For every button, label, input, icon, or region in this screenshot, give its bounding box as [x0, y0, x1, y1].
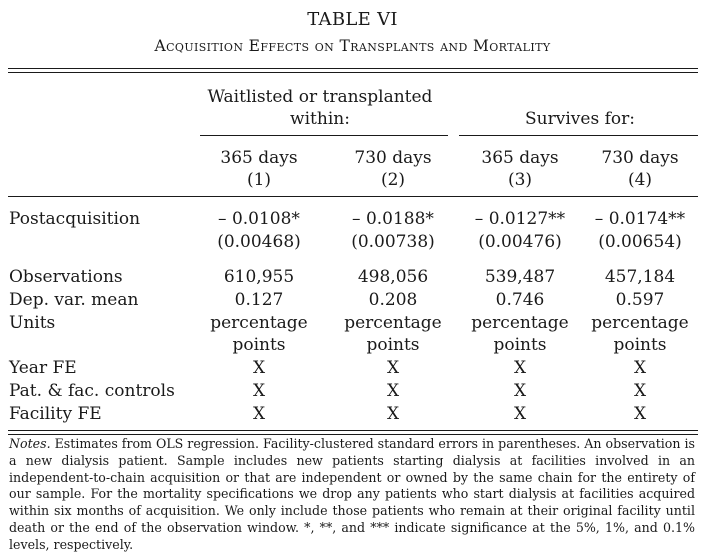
- controls-col-4: X: [633, 381, 647, 401]
- coef-col-2: – 0.0188*: [352, 209, 434, 229]
- group-rule-waitlisted: [200, 135, 448, 136]
- row-label-facility-fe: Facility FE: [9, 404, 102, 424]
- dep-mean-col-2: 0.208: [368, 290, 418, 310]
- top-rule-2: [8, 72, 698, 73]
- controls-col-3: X: [513, 381, 527, 401]
- observations-col-3: 539,487: [484, 267, 556, 287]
- units-col-4: percentage points: [591, 313, 689, 355]
- column-header-1: 365 days (1): [220, 148, 298, 190]
- column-header-4: 730 days (4): [601, 148, 679, 190]
- top-rule-1: [8, 68, 698, 69]
- observations-col-2: 498,056: [357, 267, 429, 287]
- column-header-2: 730 days (2): [354, 148, 432, 190]
- table-notes: Notes. Estimates from OLS regression. Fa…: [9, 436, 695, 554]
- units-col-1: percentage points: [210, 313, 308, 355]
- bottom-rule-1: [8, 430, 698, 431]
- row-label-postacquisition: Postacquisition: [9, 209, 141, 229]
- year-fe-col-3: X: [513, 358, 527, 378]
- row-label-controls: Pat. & fac. controls: [9, 381, 175, 401]
- se-col-3: (0.00476): [478, 232, 562, 252]
- facility-fe-col-3: X: [513, 404, 527, 424]
- year-fe-col-1: X: [252, 358, 266, 378]
- controls-col-2: X: [386, 381, 400, 401]
- observations-col-1: 610,955: [223, 267, 295, 287]
- group-header-survives: Survives for:: [525, 109, 635, 129]
- row-label-observations: Observations: [9, 267, 123, 287]
- coef-col-3: – 0.0127**: [474, 209, 566, 229]
- group-header-waitlisted: Waitlisted or transplanted within:: [207, 87, 433, 129]
- dep-mean-col-3: 0.746: [495, 290, 545, 310]
- notes-text: Estimates from OLS regression. Facility-…: [9, 436, 695, 552]
- year-fe-col-4: X: [633, 358, 647, 378]
- dep-mean-col-1: 0.127: [234, 290, 284, 310]
- units-col-3: percentage points: [471, 313, 569, 355]
- group-rule-survives: [459, 135, 698, 136]
- se-col-2: (0.00738): [351, 232, 435, 252]
- facility-fe-col-1: X: [252, 404, 266, 424]
- se-col-4: (0.00654): [598, 232, 682, 252]
- controls-col-1: X: [252, 381, 266, 401]
- notes-lead: Notes.: [9, 436, 51, 451]
- table-number: TABLE VI: [307, 9, 398, 30]
- se-col-1: (0.00468): [217, 232, 301, 252]
- facility-fe-col-2: X: [386, 404, 400, 424]
- header-bottom-rule: [8, 196, 698, 197]
- table-title: Acquisition Effects on Transplants and M…: [154, 37, 551, 55]
- bottom-rule-2: [8, 434, 698, 435]
- row-label-dep-var-mean: Dep. var. mean: [9, 290, 139, 310]
- row-label-year-fe: Year FE: [9, 358, 77, 378]
- column-header-3: 365 days (3): [481, 148, 559, 190]
- facility-fe-col-4: X: [633, 404, 647, 424]
- coef-col-1: – 0.0108*: [218, 209, 300, 229]
- dep-mean-col-4: 0.597: [615, 290, 665, 310]
- observations-col-4: 457,184: [604, 267, 676, 287]
- year-fe-col-2: X: [386, 358, 400, 378]
- units-col-2: percentage points: [344, 313, 442, 355]
- row-label-units: Units: [9, 313, 56, 333]
- coef-col-4: – 0.0174**: [594, 209, 686, 229]
